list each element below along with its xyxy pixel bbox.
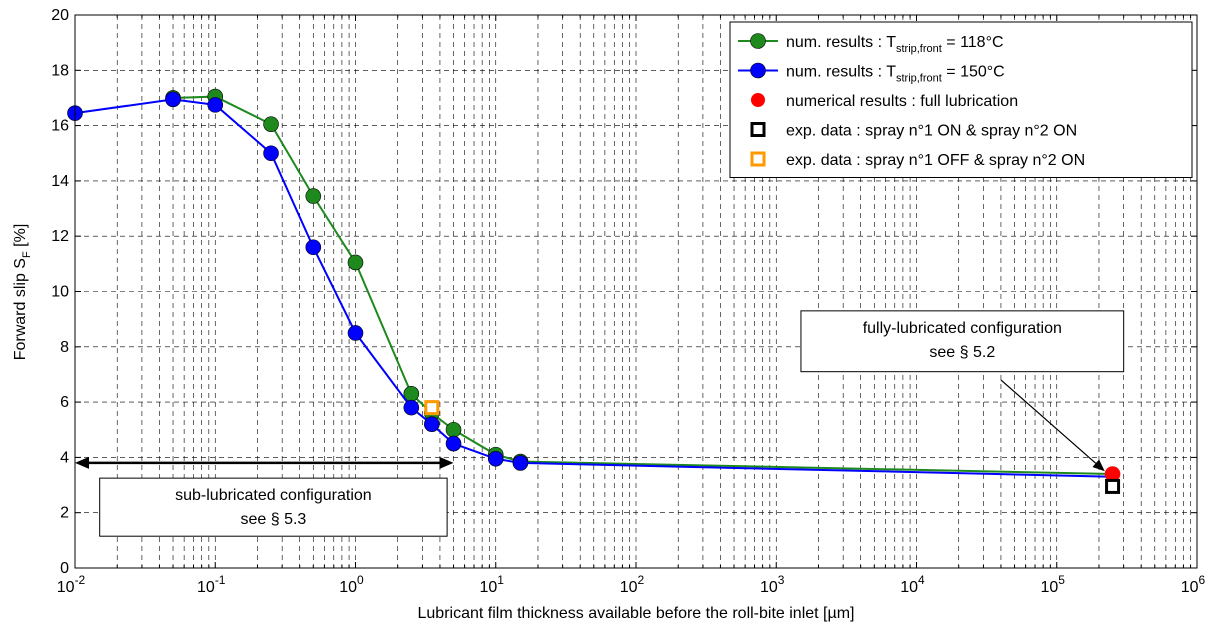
series-1-point — [512, 455, 529, 471]
x-tick-label: 103 — [760, 573, 785, 596]
legend-marker-3 — [750, 122, 766, 137]
annotation-text-sub: sub-lubricated configuration — [175, 487, 372, 504]
annotation-arrow-shaft — [1000, 379, 1097, 464]
y-tick-label: 4 — [60, 449, 69, 466]
y-tick-label: 0 — [60, 560, 69, 577]
y-tick-label: 12 — [51, 228, 69, 245]
x-tick-label: 105 — [1041, 573, 1066, 596]
axis-ticks — [74, 14, 1197, 569]
legend-marker-4 — [750, 151, 766, 167]
y-axis-label-sub: F — [21, 251, 33, 258]
legend-marker-2 — [751, 93, 765, 107]
legend-label-2: numerical results : full lubrication — [786, 93, 1018, 110]
y-axis-label: Forward slip SF [%] — [12, 224, 33, 361]
x-tick-label: 100 — [339, 573, 364, 596]
annotation-layer: sub-lubricated configuration see § 5.3 ful… — [75, 310, 1125, 537]
annotation-text-full: see § 5.2 — [929, 344, 995, 361]
series-1-point — [263, 145, 279, 162]
y-tick-label: 8 — [60, 339, 69, 356]
y-tick-label: 18 — [51, 62, 69, 79]
series-layer — [67, 88, 1121, 494]
series-0-point — [445, 421, 462, 438]
y-axis-label-tail: [%] — [12, 224, 29, 252]
y-axis-label-main: Forward slip S — [12, 258, 29, 360]
series-1-point — [403, 399, 420, 416]
legend-label-1: num. results : Tstrip,front = 150°C — [786, 64, 1005, 85]
series-1-point — [445, 435, 462, 452]
legend: num. results : Tstrip,front = 118°C num. … — [729, 21, 1193, 178]
annotation-text-sub: see § 5.3 — [240, 511, 306, 528]
x-axis-label: Lubricant film thickness available befor… — [418, 605, 855, 622]
series-3-point — [1105, 478, 1121, 494]
x-tick-label: 10-1 — [197, 573, 226, 596]
series-1-point — [487, 450, 504, 467]
x-tick-label: 106 — [1181, 573, 1206, 596]
annotation-text-full: fully-lubricated configuration — [863, 320, 1062, 337]
series-0-point — [347, 254, 364, 271]
series-0-point — [263, 116, 279, 133]
legend-label-3: exp. data : spray n°1 ON & spray n°2 ON — [786, 123, 1077, 140]
annotation-arrowhead — [1092, 459, 1105, 472]
y-tick-label: 16 — [51, 118, 69, 135]
y-tick-label: 2 — [60, 505, 69, 522]
series-1-point — [305, 239, 322, 256]
tick-labels: 0 2 4 6 8 10 12 14 16 18 20 10-2 10-1 100 101 102 103 104… — [51, 7, 1205, 596]
annotation-arrowhead-left — [75, 456, 89, 469]
y-tick-label: 10 — [51, 284, 69, 301]
legend-label-4: exp. data : spray n°1 OFF & spray n°2 ON — [786, 152, 1085, 169]
legend-label-0: num. results : Tstrip,front = 118°C — [786, 34, 1004, 55]
series-4-point — [424, 400, 440, 416]
series-1-point — [424, 416, 440, 433]
x-tick-label: 10-2 — [57, 573, 86, 596]
annotation-arrowhead-right — [439, 456, 454, 469]
annotation-box-sub — [99, 477, 448, 537]
legend-marker-0 — [750, 33, 766, 49]
series-1-point — [207, 97, 224, 113]
x-tick-label: 101 — [480, 573, 505, 596]
series-1-point — [165, 91, 181, 108]
series-0-point — [305, 188, 322, 204]
legend-marker-1 — [750, 62, 766, 79]
annotation-box-full — [800, 310, 1125, 373]
series-1-point — [347, 325, 364, 341]
y-tick-label: 14 — [51, 173, 69, 190]
y-tick-label: 20 — [51, 7, 69, 24]
x-tick-label: 104 — [900, 573, 925, 596]
legend-box — [729, 21, 1193, 178]
y-tick-label: 6 — [60, 394, 69, 411]
x-tick-label: 102 — [620, 573, 645, 596]
